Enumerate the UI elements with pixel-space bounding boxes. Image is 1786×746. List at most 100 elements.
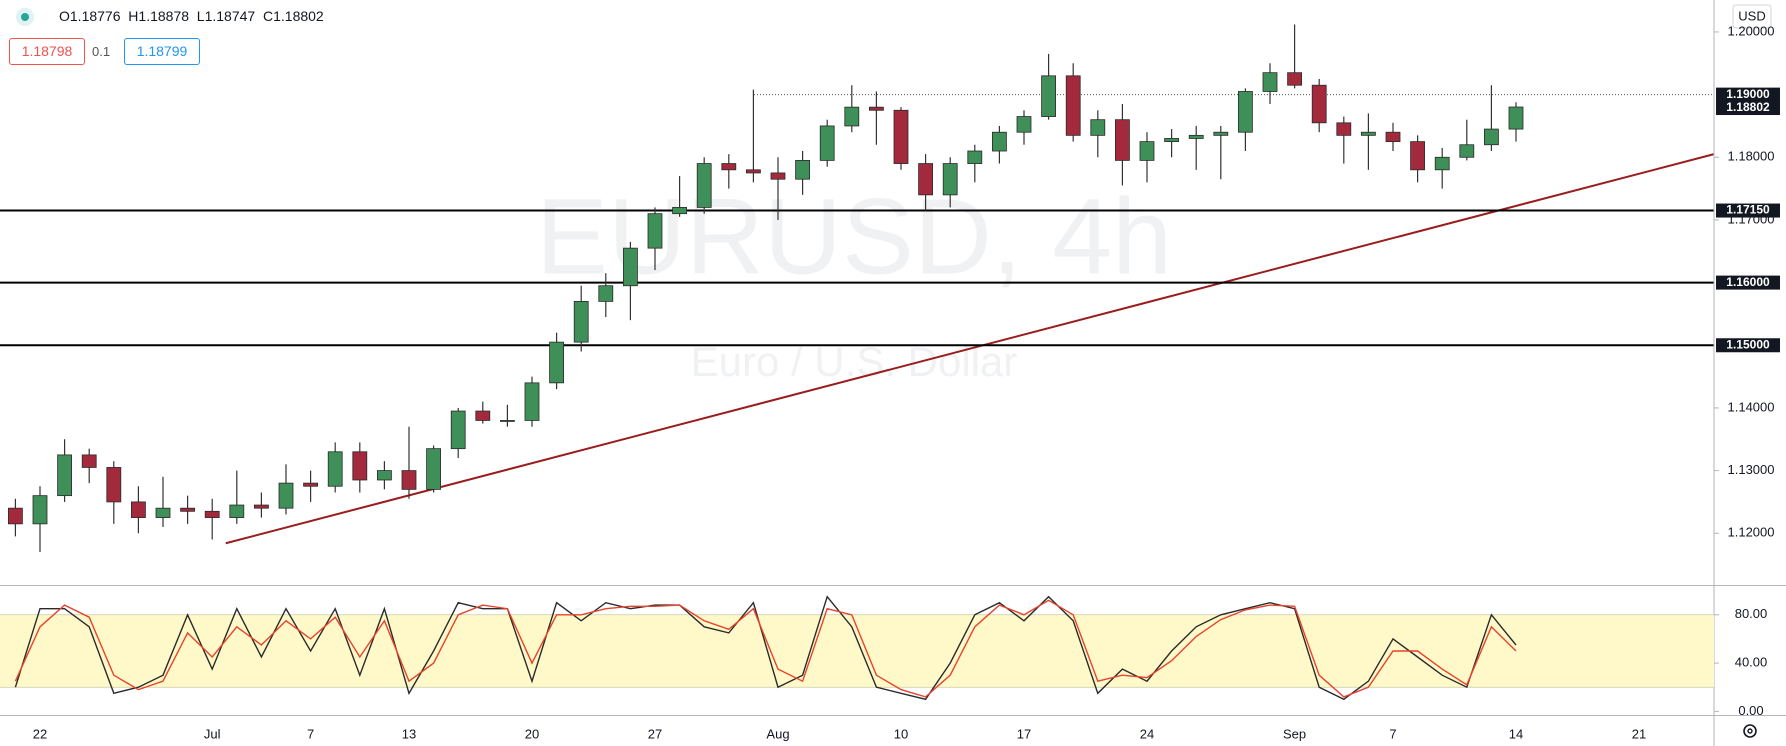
currency-button[interactable] — [1732, 4, 1772, 29]
dotted-level-label: 1.19000 — [1726, 87, 1770, 101]
x-tick-label: 17 — [1017, 726, 1031, 741]
candle-body — [524, 382, 540, 421]
candle-body — [1188, 134, 1204, 139]
candle-body — [967, 150, 983, 164]
candle-body — [401, 470, 417, 490]
ohlc-value: 1.18878 — [138, 8, 190, 24]
x-tick-label: 24 — [1140, 726, 1154, 741]
y-tick-label: 1.12000 — [1728, 525, 1775, 540]
candle-body — [770, 172, 786, 180]
candle-body — [1164, 138, 1179, 143]
candle-body — [1311, 84, 1327, 124]
y-tick-label: 1.18000 — [1728, 149, 1775, 164]
y-tick-label: 1.20000 — [1728, 23, 1775, 38]
candle-body — [327, 451, 343, 487]
ohlc-label: L — [196, 8, 205, 24]
stochastic-line — [14, 599, 1517, 698]
ohlc-value: 1.18802 — [273, 8, 324, 24]
y-tick-label: 80.00 — [1735, 606, 1768, 621]
candle-body — [1213, 131, 1229, 136]
x-tick-label: 21 — [1632, 726, 1646, 741]
last-price-label: 1.18802 — [1726, 100, 1770, 114]
candle-body — [746, 169, 761, 174]
ohlc-legend: O1.18776 H1.18878 L1.18747 C1.18802 — [59, 8, 324, 24]
x-tick-label: 10 — [894, 726, 908, 741]
dotted-level-box — [1716, 87, 1780, 102]
candle-body — [942, 163, 958, 196]
candle-body — [130, 501, 146, 518]
candle-body — [1287, 72, 1302, 86]
candle-body — [1238, 91, 1253, 133]
y-tick-label: 1.13000 — [1728, 462, 1775, 477]
candle-body — [869, 106, 884, 111]
candle-body — [180, 507, 196, 512]
ohlc-label: C — [262, 8, 274, 24]
candle-body — [598, 285, 614, 302]
level-label: 1.17150 — [1726, 203, 1770, 217]
candle-body — [672, 207, 687, 215]
candle-body — [1459, 144, 1475, 158]
level-box — [1716, 203, 1780, 218]
candle-body — [1361, 131, 1376, 136]
y-tick-label: 1.14000 — [1728, 399, 1775, 414]
level-label: 1.16000 — [1726, 275, 1770, 289]
candle-body — [1016, 116, 1032, 133]
x-tick-label: 22 — [33, 726, 47, 741]
candle-body — [229, 504, 245, 518]
candle-body — [155, 507, 171, 518]
settings-icon[interactable] — [1743, 724, 1757, 738]
candle-body — [1434, 156, 1450, 171]
stochastic-band — [0, 614, 1714, 688]
buy-button[interactable]: 1.18799 — [124, 38, 200, 65]
y-tick-label: 0.00 — [1738, 703, 1763, 718]
candle-body — [893, 109, 909, 164]
stochastic-line — [14, 595, 1517, 701]
x-tick-label: 7 — [1389, 726, 1396, 741]
last-price-box — [1716, 101, 1780, 116]
candle-body — [7, 507, 23, 525]
candle-body — [303, 482, 319, 487]
x-tick-label: 7 — [307, 726, 314, 741]
candle-body — [1090, 119, 1106, 136]
candle-body — [81, 454, 97, 468]
candle-body — [426, 448, 442, 490]
x-tick-label: 14 — [1509, 726, 1523, 741]
candle-body — [1484, 128, 1499, 146]
ohlc-label: O — [59, 8, 70, 24]
candle-body — [573, 300, 589, 343]
ohlc-value: 1.18747 — [204, 8, 256, 24]
x-tick-label: Jul — [204, 726, 221, 741]
candle-body — [1385, 131, 1401, 143]
ohlc-value: 1.18776 — [69, 8, 121, 24]
candle-body — [1410, 141, 1425, 171]
ohlc-label: H — [128, 8, 139, 24]
currency: USD — [1738, 8, 1765, 23]
candle-body — [499, 420, 515, 422]
candle-body — [992, 131, 1007, 152]
candle-body — [475, 410, 491, 421]
watermark-symbol: EURUSD, 4h — [536, 176, 1172, 297]
candle-body — [795, 160, 810, 180]
trendline — [225, 153, 1715, 545]
candle-body — [106, 467, 122, 503]
visibility-dot — [21, 13, 29, 21]
x-tick-label: 20 — [525, 726, 539, 741]
candle-body — [647, 213, 663, 249]
x-tick-label: 13 — [402, 726, 416, 741]
y-tick-label: 40.00 — [1735, 655, 1768, 670]
candle-body — [1508, 106, 1524, 130]
spread: 0.1 — [92, 44, 111, 59]
sell-button[interactable]: 1.18798 — [9, 38, 85, 65]
level-box — [1716, 338, 1780, 353]
candle-body — [549, 341, 564, 384]
candle-body — [376, 470, 392, 481]
candle-body — [352, 451, 368, 481]
level-box — [1716, 275, 1780, 290]
candle-body — [450, 410, 466, 450]
x-tick-label: Aug — [766, 726, 789, 741]
candle-body — [1336, 122, 1352, 136]
candle-body — [918, 163, 933, 196]
candle-body — [253, 504, 269, 509]
candle-body — [1139, 141, 1155, 161]
